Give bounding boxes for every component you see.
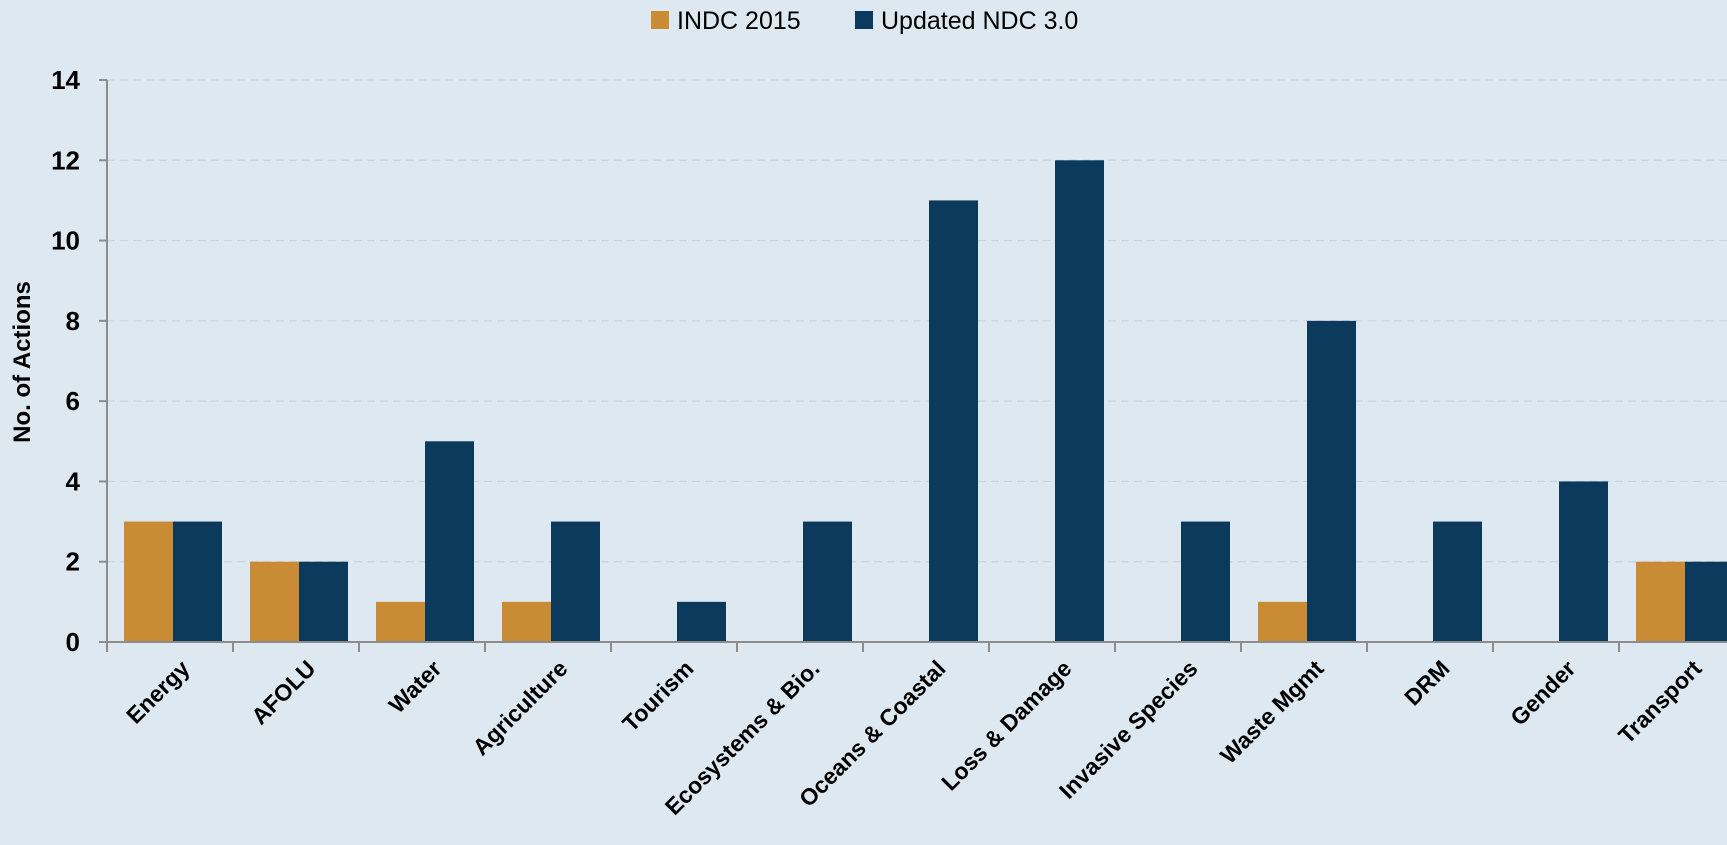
- gridlines: [107, 79, 1727, 563]
- x-tick-label: Invasive Species: [1054, 655, 1203, 804]
- bar-indc-2015-0: [124, 521, 173, 642]
- y-tick-label: 2: [66, 547, 80, 577]
- tick-labels: 0 2 4 6 8 10 12 14 Energy AFOLU Water Agriculture To…: [51, 65, 1707, 820]
- bars: [124, 160, 1727, 643]
- bar-updated-ndc-2: [425, 441, 474, 642]
- x-tick-label: Energy: [121, 655, 195, 729]
- y-tick-label: 8: [66, 306, 80, 336]
- y-tick-label: 0: [66, 627, 80, 657]
- y-tick-label: 14: [51, 65, 80, 95]
- x-tick-label: Gender: [1505, 655, 1580, 730]
- bar-updated-ndc-10: [1433, 521, 1482, 642]
- y-tick-label: 6: [66, 386, 80, 416]
- legend-swatch: [855, 11, 873, 29]
- x-tick-label: Tourism: [617, 655, 698, 736]
- y-tick-label: 12: [51, 145, 80, 175]
- bar-indc-2015-3: [502, 601, 551, 642]
- axes: [99, 79, 1727, 652]
- bar-indc-2015-12: [1636, 561, 1685, 642]
- legend-label: Updated NDC 3.0: [881, 7, 1078, 35]
- x-tick-label: AFOLU: [246, 655, 320, 729]
- x-tick-label: Water: [384, 655, 447, 718]
- bar-indc-2015-1: [250, 561, 299, 642]
- x-tick-label: Loss & Damage: [936, 655, 1076, 795]
- x-tick-label: Agriculture: [467, 655, 572, 760]
- bar-indc-2015-2: [376, 601, 425, 642]
- bar-updated-ndc-9: [1307, 320, 1356, 642]
- x-tick-label: Waste Mgmt: [1215, 655, 1329, 769]
- legend: INDC 2015 Updated NDC 3.0: [651, 7, 1078, 35]
- y-tick-label: 10: [51, 226, 80, 256]
- bar-updated-ndc-12: [1685, 561, 1727, 642]
- bar-updated-ndc-11: [1559, 481, 1608, 642]
- x-tick-label: DRM: [1399, 655, 1454, 710]
- bar-updated-ndc-3: [551, 521, 600, 642]
- bar-updated-ndc-7: [1055, 160, 1104, 643]
- bar-indc-2015-9: [1258, 601, 1307, 642]
- bar-updated-ndc-0: [173, 521, 222, 642]
- bar-updated-ndc-4: [677, 601, 726, 642]
- y-tick-label: 4: [66, 466, 81, 496]
- y-axis-label: No. of Actions: [9, 281, 36, 443]
- legend-label: INDC 2015: [677, 7, 801, 35]
- bar-updated-ndc-8: [1181, 521, 1230, 642]
- legend-swatch: [651, 11, 669, 29]
- bar-updated-ndc-6: [929, 200, 978, 642]
- x-tick-label: Transport: [1613, 655, 1707, 749]
- bar-updated-ndc-1: [299, 561, 348, 642]
- bar-updated-ndc-5: [803, 521, 852, 642]
